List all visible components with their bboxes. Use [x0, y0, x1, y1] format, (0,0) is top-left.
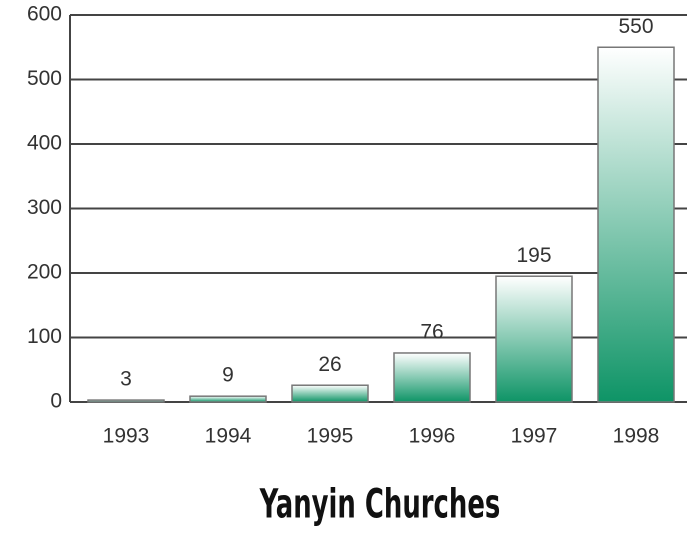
data-label: 76 [420, 321, 443, 344]
x-tick-label: 1994 [205, 425, 252, 448]
x-tick-label: 1996 [409, 425, 456, 448]
bar [597, 46, 675, 403]
y-tick-label: 200 [27, 261, 62, 284]
chart-title: Yanyin Churches [259, 482, 501, 528]
data-label: 9 [222, 364, 234, 387]
bar [495, 275, 573, 403]
x-tick-label: 1993 [103, 425, 150, 448]
data-label: 26 [318, 353, 341, 376]
y-tick-label: 400 [27, 132, 62, 155]
y-tick-label: 0 [50, 390, 62, 413]
bar [393, 352, 471, 403]
data-label: 550 [618, 15, 653, 38]
bar [189, 395, 267, 403]
data-label: 195 [516, 244, 551, 267]
bar [87, 399, 165, 403]
data-label: 3 [120, 368, 132, 391]
y-tick-label: 500 [27, 67, 62, 90]
x-tick-label: 1997 [511, 425, 558, 448]
y-tick-label: 300 [27, 196, 62, 219]
x-tick-label: 1995 [307, 425, 354, 448]
bar [291, 384, 369, 403]
y-tick-label: 600 [27, 3, 62, 26]
y-tick-label: 100 [27, 325, 62, 348]
x-tick-label: 1998 [613, 425, 660, 448]
